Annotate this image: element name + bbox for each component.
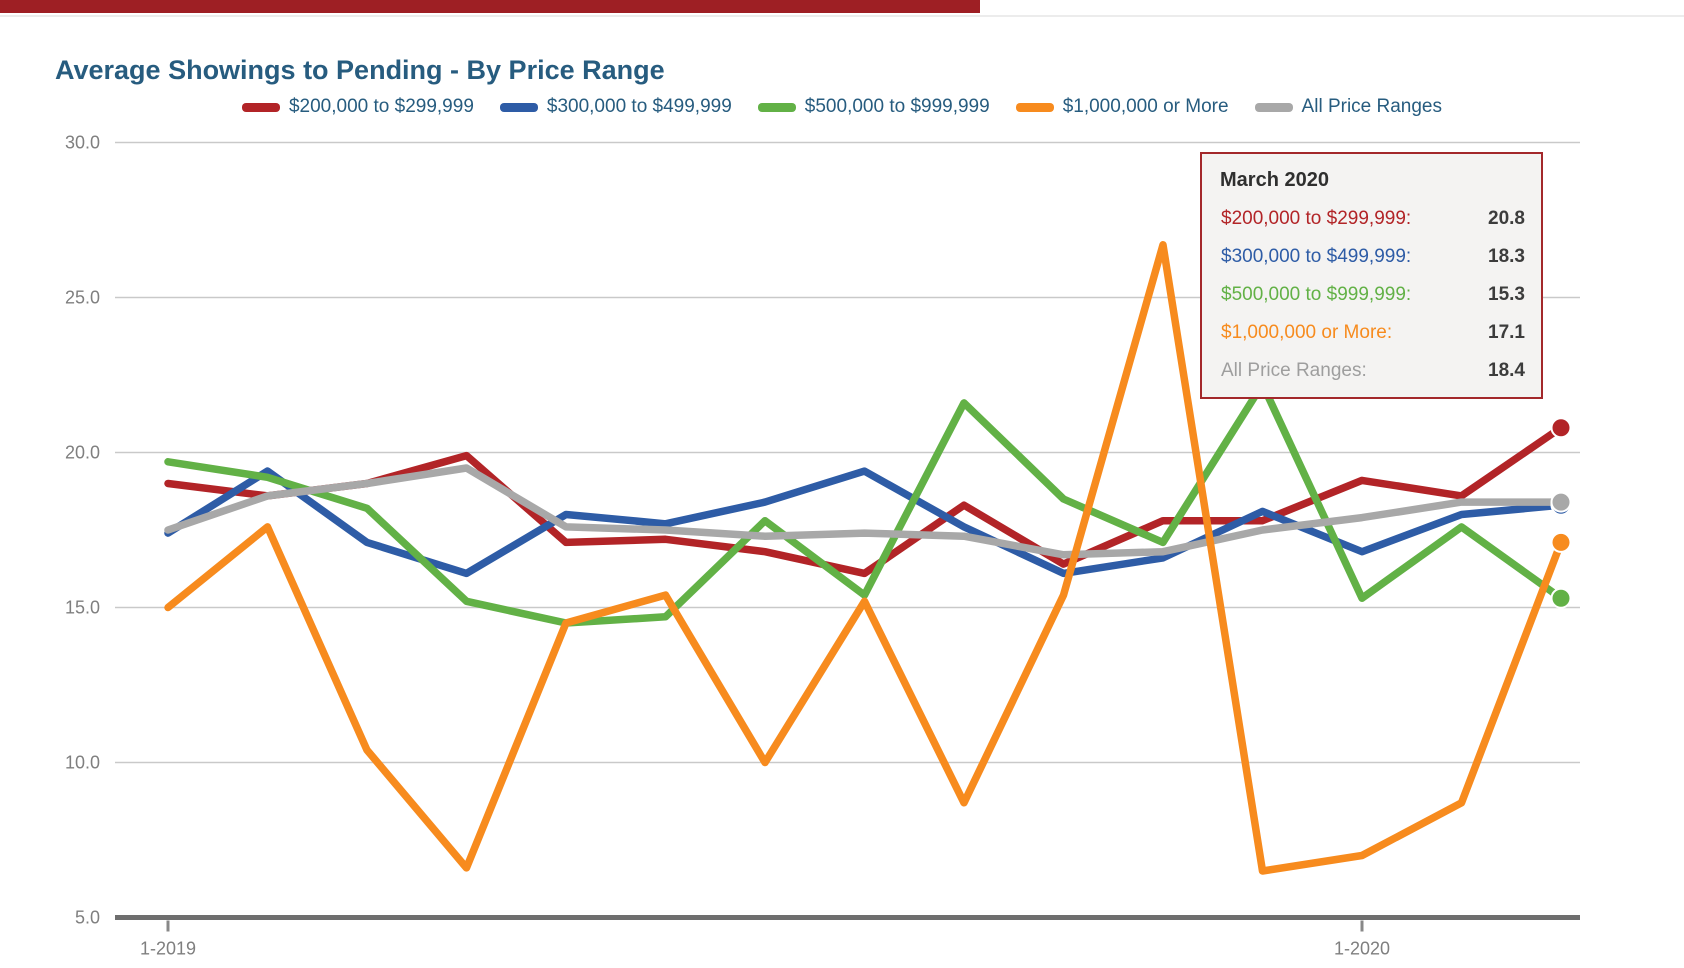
tooltip-row-label: $500,000 to $999,999: — [1221, 284, 1412, 305]
tooltip-row-value: 17.1 — [1488, 322, 1525, 343]
tooltip-rows: $200,000 to $299,999: 20.8 $300,000 to $49… — [1218, 200, 1527, 390]
series-line-1-000-000-or-more[interactable] — [164, 241, 1565, 875]
tooltip-row-label: $200,000 to $299,999: — [1221, 208, 1412, 229]
series-line-200-000-to-299-999[interactable] — [164, 423, 1565, 578]
tooltip-row-label: $1,000,000 or More: — [1221, 322, 1393, 343]
legend-swatch-icon — [1015, 102, 1054, 112]
y-axis-label: 5.0 — [75, 908, 100, 928]
legend-swatch-icon — [757, 102, 796, 112]
series-line-300-000-to-499-999[interactable] — [164, 467, 1565, 578]
y-axis-label: 20.0 — [65, 443, 100, 463]
tooltip-row-label: $300,000 to $499,999: — [1221, 246, 1412, 267]
tooltip-row-200-000-to-299-999: $200,000 to $299,999: 20.8 — [1218, 200, 1527, 238]
legend-label: All Price Ranges — [1301, 96, 1442, 117]
tooltip-row-value: 18.4 — [1488, 360, 1525, 381]
legend-swatch-icon — [241, 102, 280, 112]
tooltip-row-500-000-to-999-999: $500,000 to $999,999: 15.3 — [1218, 276, 1527, 314]
x-axis-label: 1-2019 — [140, 939, 196, 959]
y-axis-label: 30.0 — [65, 133, 100, 153]
tooltip-row-300-000-to-499-999: $300,000 to $499,999: 18.3 — [1218, 238, 1527, 276]
tooltip-row-value: 18.3 — [1488, 246, 1525, 267]
series-end-dot-all-price-ranges[interactable] — [1550, 491, 1572, 513]
tooltip-title: March 2020 — [1220, 169, 1329, 191]
legend-label: $1,000,000 or More — [1062, 96, 1229, 117]
y-axis-label: 10.0 — [65, 753, 100, 773]
series-end-dot-500-000-to-999-999[interactable] — [1550, 587, 1572, 609]
header-divider-line — [0, 15, 1684, 17]
legend-label: $200,000 to $299,999 — [288, 96, 474, 117]
legend-label: $500,000 to $999,999 — [804, 96, 990, 117]
tooltip-row-value: 15.3 — [1488, 284, 1525, 305]
legend-swatch-icon — [1254, 102, 1293, 112]
legend-item-1-000-000-or-more: $1,000,000 or More — [1015, 96, 1229, 118]
chart-title: Average Showings to Pending - By Price R… — [55, 55, 665, 85]
legend-item-300-000-to-499-999: $300,000 to $499,999 — [499, 96, 732, 118]
series-end-dot-200-000-to-299-999[interactable] — [1550, 417, 1572, 439]
series-end-dot-1-000-000-or-more[interactable] — [1550, 531, 1572, 553]
series-line-500-000-to-999-999[interactable] — [164, 380, 1565, 627]
x-axis-label: 1-2020 — [1334, 939, 1390, 959]
legend-item-500-000-to-999-999: $500,000 to $999,999 — [757, 96, 990, 118]
chart-legend: $200,000 to $299,999 $300,000 to $499,999… — [0, 96, 1684, 118]
tooltip-row-value: 20.8 — [1488, 208, 1525, 229]
tooltip-row-1-000-000-or-more: $1,000,000 or More: 17.1 — [1218, 314, 1527, 352]
top-accent-bar — [0, 0, 980, 13]
tooltip-row-all-price-ranges: All Price Ranges: 18.4 — [1218, 352, 1527, 390]
legend-item-all-price-ranges: All Price Ranges — [1254, 96, 1442, 118]
series-line-all-price-ranges[interactable] — [164, 464, 1565, 559]
legend-item-200-000-to-299-999: $200,000 to $299,999 — [241, 96, 474, 118]
y-axis-label: 25.0 — [65, 288, 100, 308]
tooltip-row-label: All Price Ranges: — [1221, 360, 1367, 381]
legend-swatch-icon — [499, 102, 538, 112]
chart-tooltip: March 2020 $200,000 to $299,999: 20.8 $300… — [1200, 152, 1543, 399]
legend-label: $300,000 to $499,999 — [546, 96, 732, 117]
y-axis-label: 15.0 — [65, 598, 100, 618]
